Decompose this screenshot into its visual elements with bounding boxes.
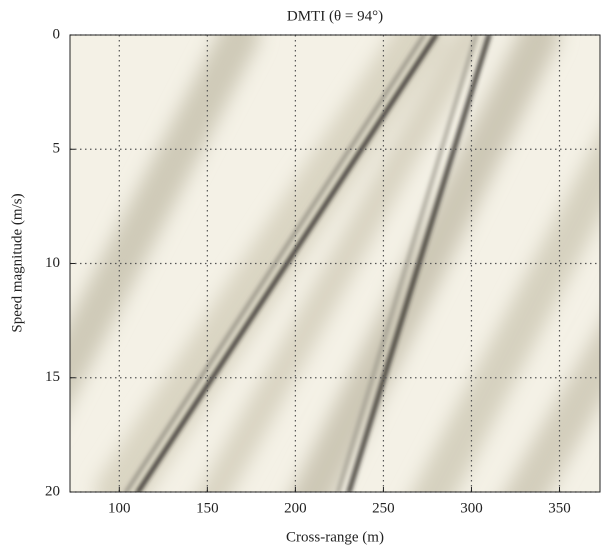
x-tick-label: 300 bbox=[460, 500, 483, 516]
intensity-image bbox=[70, 35, 600, 492]
x-axis-label: Cross-range (m) bbox=[286, 529, 384, 545]
y-tick-label: 15 bbox=[45, 369, 60, 385]
y-tick-label: 10 bbox=[45, 255, 60, 271]
y-tick-label: 5 bbox=[53, 141, 61, 157]
x-tick-label: 200 bbox=[284, 500, 307, 516]
x-tick-label: 100 bbox=[108, 500, 131, 516]
y-axis-label: Speed magnitude (m/s) bbox=[9, 193, 25, 332]
chart-title: DMTI (θ = 94°) bbox=[287, 8, 383, 24]
x-tick-label: 150 bbox=[196, 500, 219, 516]
x-tick-label: 250 bbox=[372, 500, 395, 516]
y-tick-label: 20 bbox=[45, 483, 60, 499]
y-tick-label: 0 bbox=[53, 26, 61, 42]
x-tick-label: 350 bbox=[548, 500, 571, 516]
plot-frame bbox=[69, 34, 601, 493]
